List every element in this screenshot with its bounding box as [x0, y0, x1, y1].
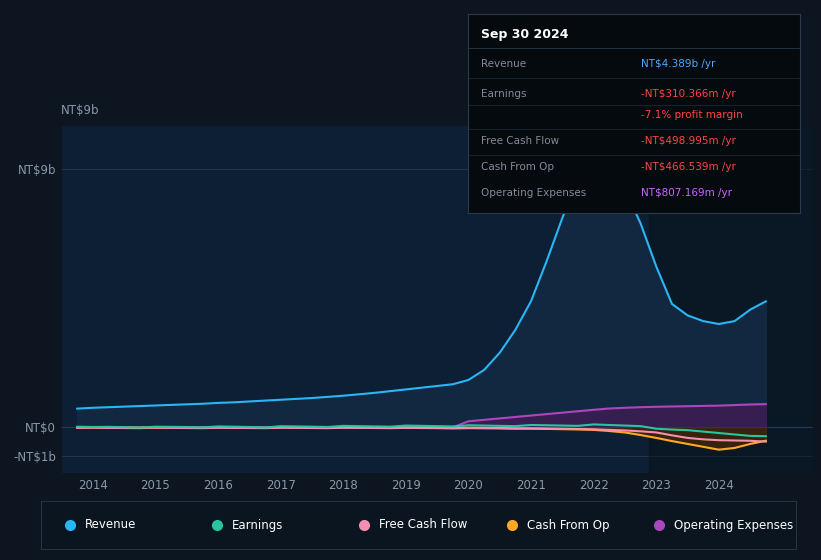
- Text: -7.1% profit margin: -7.1% profit margin: [641, 110, 743, 120]
- Text: Revenue: Revenue: [85, 519, 136, 531]
- Text: Sep 30 2024: Sep 30 2024: [481, 28, 569, 41]
- Text: Operating Expenses: Operating Expenses: [674, 519, 793, 531]
- Text: NT$4.389b /yr: NT$4.389b /yr: [641, 59, 715, 69]
- Text: -NT$498.995m /yr: -NT$498.995m /yr: [641, 136, 736, 146]
- Text: NT$807.169m /yr: NT$807.169m /yr: [641, 188, 732, 198]
- Text: -NT$310.366m /yr: -NT$310.366m /yr: [641, 88, 736, 99]
- Text: Earnings: Earnings: [481, 88, 527, 99]
- Text: Cash From Op: Cash From Op: [527, 519, 609, 531]
- Text: Cash From Op: Cash From Op: [481, 162, 554, 172]
- Bar: [649, 126, 813, 473]
- Text: Operating Expenses: Operating Expenses: [481, 188, 586, 198]
- Text: NT$9b: NT$9b: [61, 104, 99, 118]
- Text: -NT$466.539m /yr: -NT$466.539m /yr: [641, 162, 736, 172]
- Text: Revenue: Revenue: [481, 59, 526, 69]
- Text: Free Cash Flow: Free Cash Flow: [379, 519, 468, 531]
- Text: Earnings: Earnings: [232, 519, 283, 531]
- Text: Free Cash Flow: Free Cash Flow: [481, 136, 559, 146]
